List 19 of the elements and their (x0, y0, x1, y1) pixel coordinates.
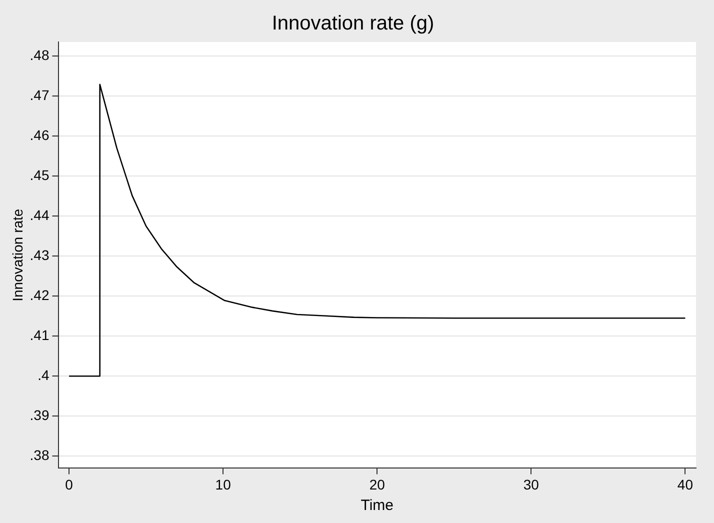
x-tick-label: 20 (369, 476, 386, 492)
y-axis-title: Innovation rate (9, 208, 26, 302)
x-axis-title: Time (360, 497, 394, 514)
y-tick-label: .39 (30, 407, 50, 424)
x-tick-label: 30 (523, 476, 540, 492)
y-tick-label: .42 (30, 286, 50, 303)
y-tick-label: .46 (30, 126, 50, 143)
x-tick-label: 0 (65, 476, 74, 492)
y-tick-label: .43 (30, 246, 50, 263)
y-tick-label: .47 (30, 86, 50, 103)
y-tick-label: .44 (30, 206, 50, 223)
y-tick-label: .4 (38, 367, 50, 384)
x-tick-label: 40 (677, 476, 694, 492)
y-tick-label: .48 (30, 46, 50, 63)
y-tick-label: .41 (30, 326, 50, 343)
chart-title: Innovation rate (g) (272, 12, 434, 35)
x-tick-label: 10 (215, 476, 232, 492)
y-tick-label: .38 (30, 447, 50, 464)
y-tick-label: .45 (30, 166, 50, 183)
